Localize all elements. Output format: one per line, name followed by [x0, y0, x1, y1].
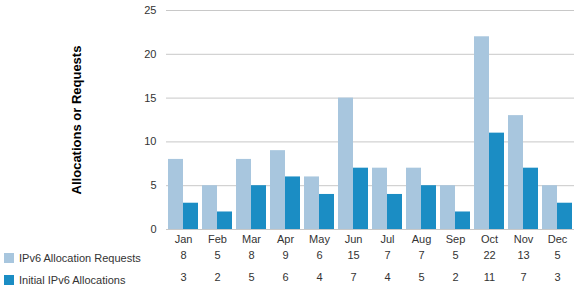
- svg-text:10: 10: [144, 135, 156, 147]
- svg-text:7: 7: [520, 271, 526, 283]
- svg-text:0: 0: [150, 223, 156, 235]
- html-text:IPv6 Allocation Requests: IPv6 Allocation Requests: [19, 252, 141, 264]
- svg-text:13: 13: [517, 249, 529, 261]
- svg-text:5: 5: [554, 249, 560, 261]
- svg-text:Mar: Mar: [242, 233, 261, 245]
- svg-text:25: 25: [144, 4, 156, 16]
- svg-text:3: 3: [554, 271, 560, 283]
- svg-text:6: 6: [316, 249, 322, 261]
- svg-text:5: 5: [248, 271, 254, 283]
- svg-text:22: 22: [483, 249, 495, 261]
- svg-text:8: 8: [248, 249, 254, 261]
- svg-text:8: 8: [180, 249, 186, 261]
- svg-text:7: 7: [384, 249, 390, 261]
- html-text:Initial IPv6 Allocations: Initial IPv6 Allocations: [19, 274, 126, 286]
- svg-text:3: 3: [180, 271, 186, 283]
- svg-text:Dec: Dec: [548, 233, 568, 245]
- svg-text:4: 4: [384, 271, 390, 283]
- svg-text:Oct: Oct: [481, 233, 498, 245]
- svg-text:Jan: Jan: [175, 233, 193, 245]
- svg-text:5: 5: [452, 249, 458, 261]
- svg-text:7: 7: [350, 271, 356, 283]
- svg-text:9: 9: [282, 249, 288, 261]
- svg-text:May: May: [309, 233, 330, 245]
- svg-text:Aug: Aug: [412, 233, 432, 245]
- svg-text:6: 6: [282, 271, 288, 283]
- svg-text:5: 5: [150, 179, 156, 191]
- svg-text:11: 11: [484, 271, 495, 283]
- svg-text:Jul: Jul: [380, 233, 394, 245]
- svg-text:7: 7: [418, 249, 424, 261]
- svg-text:5: 5: [418, 271, 424, 283]
- svg-text:Sep: Sep: [446, 233, 466, 245]
- svg-text:2: 2: [214, 271, 220, 283]
- svg-text:4: 4: [316, 271, 322, 283]
- svg-text:Nov: Nov: [514, 233, 534, 245]
- svg-text:20: 20: [144, 48, 156, 60]
- svg-text:2: 2: [452, 271, 458, 283]
- svg-text:Allocations or Requests: Allocations or Requests: [69, 46, 84, 195]
- svg-text:Apr: Apr: [277, 233, 294, 245]
- svg-text:5: 5: [214, 249, 220, 261]
- svg-text:Feb: Feb: [208, 233, 227, 245]
- svg-text:Jun: Jun: [345, 233, 363, 245]
- svg-text:15: 15: [347, 249, 359, 261]
- svg-text:15: 15: [144, 92, 156, 104]
